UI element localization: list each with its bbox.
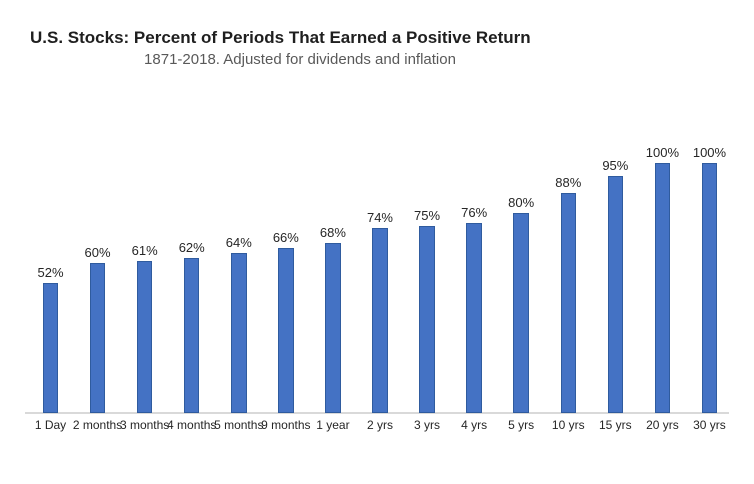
- bar-value-label: 80%: [508, 195, 535, 210]
- x-axis-label: 2 months: [72, 418, 123, 432]
- x-axis-label: 3 months: [119, 418, 170, 432]
- x-axis-label: 3 yrs: [414, 418, 441, 432]
- bar: [466, 223, 482, 413]
- x-axis-label: 2 yrs: [366, 418, 393, 432]
- x-axis-line: [25, 412, 729, 414]
- bar-value-label: 100%: [645, 145, 680, 160]
- bar: [89, 263, 106, 413]
- chart-subtitle: 1871-2018. Adjusted for dividends and in…: [144, 51, 456, 68]
- bar: [701, 163, 718, 413]
- bar-value-label: 88%: [555, 175, 582, 190]
- bar-value-label: 74%: [366, 210, 393, 225]
- bar: [42, 283, 59, 413]
- bar-value-label: 60%: [84, 245, 111, 260]
- x-axis-label: 5 months: [214, 418, 264, 432]
- x-axis-label: 1 year: [316, 418, 350, 432]
- bar: [560, 193, 577, 413]
- x-axis-label: 1 Day: [34, 418, 67, 432]
- bar: [372, 228, 388, 413]
- x-axis-label: 4 yrs: [461, 418, 488, 432]
- bar-value-label: 76%: [461, 205, 488, 220]
- bar: [654, 163, 671, 413]
- bar: [419, 225, 435, 413]
- x-axis-label: 15 yrs: [598, 418, 632, 432]
- bar-value-label: 100%: [692, 145, 727, 160]
- bar: [136, 260, 153, 413]
- bar: [513, 213, 529, 413]
- bar-value-label: 66%: [272, 230, 299, 245]
- x-axis-label: 20 yrs: [646, 418, 679, 432]
- x-axis-label: 10 yrs: [551, 418, 585, 432]
- bar-value-label: 95%: [602, 157, 629, 173]
- bar: [325, 243, 341, 413]
- bar: [231, 253, 247, 413]
- bar: [607, 175, 624, 413]
- bar-value-label: 68%: [319, 225, 346, 240]
- bar: [278, 248, 294, 413]
- chart-title: U.S. Stocks: Percent of Periods That Ear…: [30, 28, 531, 47]
- x-axis-label: 5 yrs: [508, 418, 535, 432]
- bar-value-label: 64%: [225, 235, 252, 250]
- x-axis-label: 4 months: [167, 418, 217, 432]
- x-axis-label: 30 yrs: [693, 418, 726, 432]
- bar-value-label: 52%: [37, 265, 64, 280]
- bar-value-label: 62%: [178, 240, 205, 255]
- bar-value-label: 61%: [131, 242, 158, 258]
- bar: [183, 258, 200, 413]
- x-axis-label: 9 months: [261, 418, 311, 432]
- bar-value-label: 75%: [414, 207, 441, 223]
